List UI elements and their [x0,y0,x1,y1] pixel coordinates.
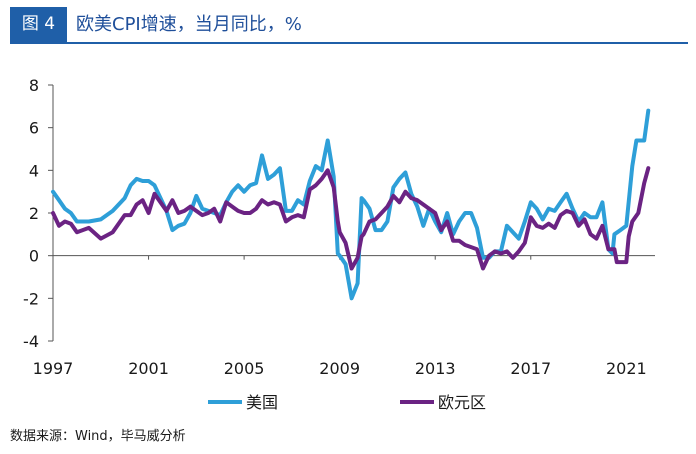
x-tick-label: 2001 [128,359,169,378]
y-tick-label: 0 [29,247,39,266]
x-tick-label: 2005 [224,359,265,378]
y-tick-label: 4 [29,161,39,180]
x-tick-label: 2013 [415,359,456,378]
x-tick-label: 2021 [606,359,647,378]
x-tick-label: 2009 [319,359,360,378]
header-rule [10,42,688,44]
y-tick-label: 8 [29,76,39,95]
figure-number-badge: 图 4 [10,7,67,42]
series-line-euro [51,166,651,271]
y-tick-label: 6 [29,119,39,138]
legend-label-euro: 欧元区 [438,393,486,412]
legend-label-us: 美国 [246,393,278,412]
source-note: 数据来源：Wind，毕马威分析 [10,429,186,444]
y-tick-label: -2 [23,289,39,308]
x-tick-label: 1997 [33,359,74,378]
y-tick-label: 2 [29,204,39,223]
figure-title: 欧美CPI增速，当月同比，% [76,14,302,35]
chart-axes: -4 -2 0 2 4 6 8 1997 2001 2005 2009 2013 2017 2021 [23,76,655,378]
cpi-line-chart: -4 -2 0 2 4 6 8 1997 2001 2005 2009 2013 2017 2021 美国… [23,76,655,412]
chart-legend: 美国 欧元区 [208,393,486,412]
series-line-us [51,108,651,301]
figure-header: 图 4 欧美CPI增速，当月同比，% [10,7,688,44]
chart-series [51,108,651,301]
y-tick-label: -4 [23,332,39,351]
x-tick-label: 2017 [510,359,551,378]
